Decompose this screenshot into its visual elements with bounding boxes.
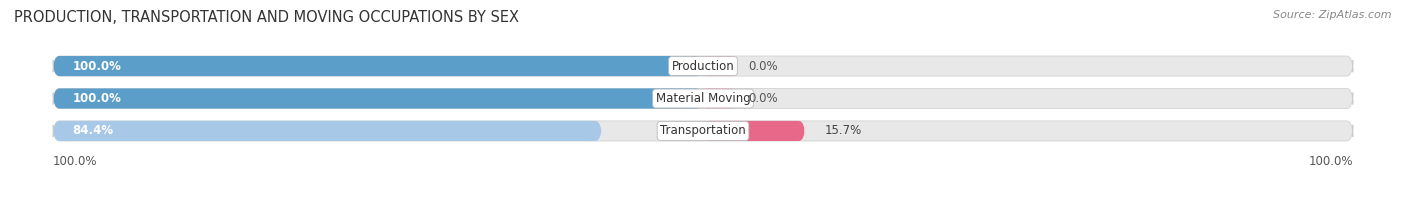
Text: 100.0%: 100.0% (73, 59, 121, 72)
FancyBboxPatch shape (53, 56, 703, 76)
Text: 84.4%: 84.4% (73, 125, 114, 138)
FancyBboxPatch shape (53, 56, 1353, 76)
Text: PRODUCTION, TRANSPORTATION AND MOVING OCCUPATIONS BY SEX: PRODUCTION, TRANSPORTATION AND MOVING OC… (14, 10, 519, 25)
Text: Source: ZipAtlas.com: Source: ZipAtlas.com (1274, 10, 1392, 20)
FancyBboxPatch shape (53, 121, 1353, 141)
Text: 15.7%: 15.7% (824, 125, 862, 138)
Legend: Male, Female: Male, Female (638, 194, 768, 197)
FancyBboxPatch shape (703, 56, 735, 76)
Text: Production: Production (672, 59, 734, 72)
Text: Transportation: Transportation (661, 125, 745, 138)
Text: 100.0%: 100.0% (53, 155, 97, 168)
FancyBboxPatch shape (53, 88, 1353, 109)
Text: 100.0%: 100.0% (1309, 155, 1353, 168)
Text: 0.0%: 0.0% (748, 59, 778, 72)
Text: Material Moving: Material Moving (655, 92, 751, 105)
FancyBboxPatch shape (53, 121, 602, 141)
FancyBboxPatch shape (703, 88, 735, 109)
FancyBboxPatch shape (703, 121, 806, 141)
Text: 100.0%: 100.0% (73, 92, 121, 105)
FancyBboxPatch shape (53, 88, 703, 109)
Text: 0.0%: 0.0% (748, 92, 778, 105)
